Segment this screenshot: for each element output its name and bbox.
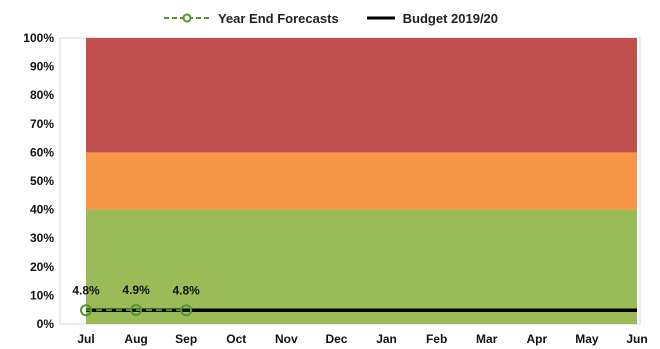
x-tick-label: Dec bbox=[325, 332, 347, 346]
y-tick-label: 20% bbox=[30, 260, 54, 274]
y-tick-label: 0% bbox=[37, 317, 55, 331]
x-tick-label: Feb bbox=[426, 332, 447, 346]
forecast-data-label: 4.8% bbox=[72, 283, 100, 297]
legend: Year End Forecasts Budget 2019/20 bbox=[0, 8, 660, 28]
y-tick-label: 10% bbox=[30, 288, 54, 302]
x-tick-label: Nov bbox=[275, 332, 298, 346]
y-tick-label: 70% bbox=[30, 117, 54, 131]
band-0 bbox=[86, 209, 637, 324]
forecast-point bbox=[130, 303, 143, 316]
x-tick-label: Jan bbox=[376, 332, 397, 346]
legend-label-forecast: Year End Forecasts bbox=[217, 10, 339, 26]
forecast-point bbox=[180, 304, 193, 317]
forecast-data-label: 4.9% bbox=[122, 283, 150, 297]
forecast-data-label: 4.8% bbox=[173, 283, 201, 297]
y-tick-label: 80% bbox=[30, 88, 54, 102]
band-2 bbox=[86, 38, 637, 153]
y-tick-label: 40% bbox=[30, 203, 54, 217]
x-tick-label: Aug bbox=[124, 332, 147, 346]
x-tick-label: May bbox=[575, 332, 599, 346]
y-tick-label: 30% bbox=[30, 231, 54, 245]
band-1 bbox=[86, 152, 637, 210]
forecast-point bbox=[80, 304, 92, 317]
x-tick-label: Sep bbox=[175, 332, 197, 346]
x-tick-label: Oct bbox=[226, 332, 246, 346]
y-tick-label: 50% bbox=[30, 174, 54, 188]
y-tick-label: 100% bbox=[23, 31, 54, 45]
forecast-line-swatch-icon bbox=[163, 13, 210, 23]
x-tick-label: Jul bbox=[77, 332, 94, 346]
budget-line-swatch-icon bbox=[366, 16, 395, 20]
y-tick-label: 90% bbox=[30, 60, 54, 74]
x-tick-label: Apr bbox=[526, 332, 547, 346]
x-tick-label: Jun bbox=[626, 332, 647, 346]
legend-label-budget: Budget 2019/20 bbox=[402, 10, 499, 26]
legend-item-budget: Budget 2019/20 bbox=[365, 11, 498, 26]
x-tick-label: Mar bbox=[476, 332, 498, 346]
legend-item-forecast: Year End Forecasts bbox=[162, 11, 339, 26]
y-tick-label: 60% bbox=[30, 145, 54, 159]
